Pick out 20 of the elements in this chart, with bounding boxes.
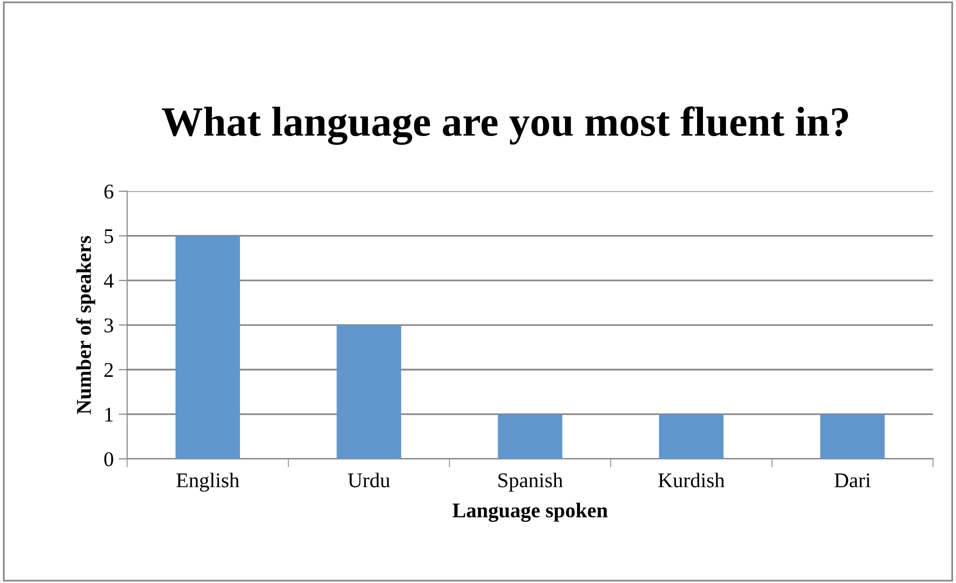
x-tick-label: Urdu — [348, 472, 390, 488]
x-tick-label: Dari — [834, 473, 871, 488]
bar — [498, 414, 562, 459]
y-tick-label: 0 — [104, 452, 114, 466]
y-tick-label: 2 — [104, 363, 113, 377]
x-axis-title: Language spoken — [452, 502, 608, 522]
x-tick-label: Spanish — [498, 472, 563, 492]
x-tick-label: English — [176, 472, 240, 492]
y-tick-label: 1 — [105, 408, 113, 422]
y-axis-title: Number of speakers — [76, 236, 96, 414]
bar — [176, 236, 240, 459]
x-tick-label: Kurdish — [658, 472, 725, 488]
y-tick-label: 3 — [104, 318, 114, 332]
y-tick-label: 4 — [104, 274, 114, 288]
y-tick-label: 5 — [104, 229, 114, 244]
bar — [336, 325, 402, 459]
chart-title: What language are you most fluent in? — [162, 106, 848, 145]
bar — [820, 414, 885, 459]
bar — [659, 414, 724, 459]
y-tick-label: 6 — [104, 184, 114, 199]
